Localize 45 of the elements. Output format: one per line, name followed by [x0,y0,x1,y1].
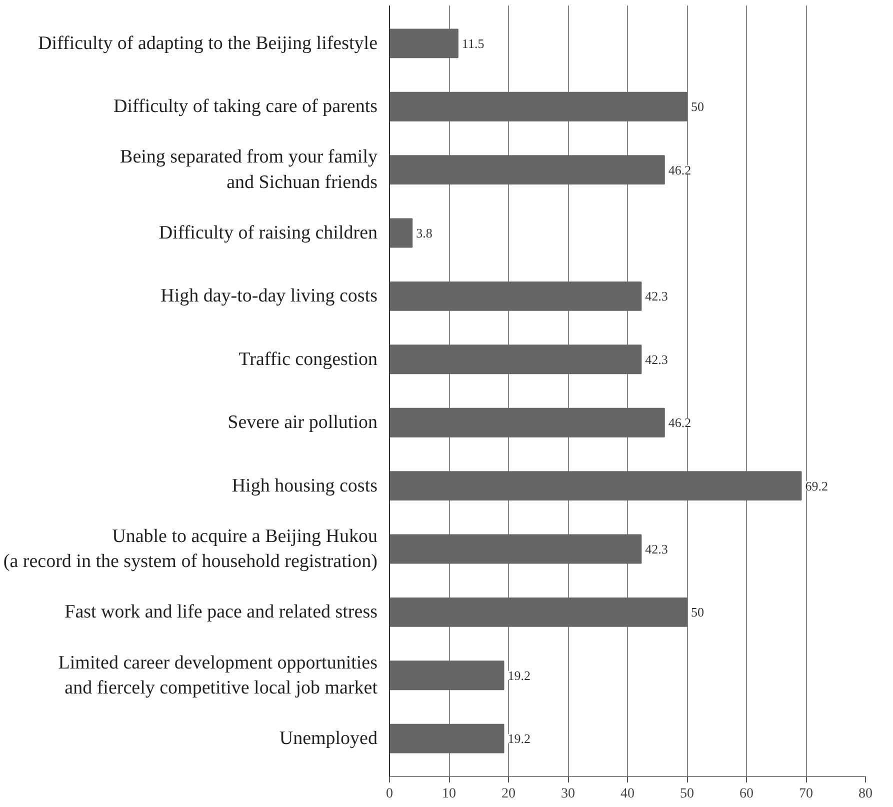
x-tick-label: 20 [502,786,516,802]
data-label: 19.2 [508,731,530,746]
y-tick-label: Limited career development opportunities and fiercely competitive local job market [58,652,378,698]
y-tick-label: Traffic congestion [238,348,378,370]
data-label: 69.2 [805,478,828,494]
bar [390,344,642,374]
bar [390,92,688,122]
bar [390,534,642,564]
data-label: 42.3 [645,541,668,556]
x-tick-label: 70 [799,786,813,802]
data-label: 50 [691,604,704,620]
x-tick-label: 80 [858,786,872,802]
y-tick-label: High housing costs [232,475,378,496]
data-label: 11.5 [462,36,484,51]
data-label: 19.2 [508,668,530,683]
x-tick-label: 30 [561,786,575,802]
x-tick-label: 10 [442,786,456,802]
y-tick-label: Fast work and life pace and related stress [64,602,378,623]
bar [390,597,688,627]
bar [390,408,665,438]
bar [390,471,802,501]
x-tick-label: 50 [680,786,694,802]
x-tick-label: 40 [620,786,634,802]
y-tick-label: Being separated from your family and Sichuan friends [120,146,378,193]
y-tick-label: Unemployed [279,728,378,750]
bar [390,281,642,311]
y-tick-label: High day-to-day living costs [160,286,378,307]
bar [390,724,504,754]
y-tick-label: Difficulty of taking care of parents [114,96,378,118]
data-label: 50 [691,99,704,114]
bar [390,155,665,185]
y-tick-label: Difficulty of raising children [158,222,378,244]
x-tick-label: 0 [386,786,393,802]
bar [390,660,504,690]
data-label: 46.2 [668,415,692,430]
y-tick-label: Severe air pollution [228,412,378,434]
data-label: 42.3 [645,352,668,367]
data-label: 46.2 [668,162,692,178]
data-label: 3.8 [416,226,432,241]
x-tick-label: 60 [740,786,754,802]
y-tick-label: Difficulty of adapting to the Beijing lifestyle [38,32,378,54]
data-label: 42.3 [645,288,668,304]
bar [390,218,413,248]
bar [390,28,458,58]
y-tick-label: Unable to acquire a Beijing Hukou (a record in the system of household registration) [3,526,378,572]
